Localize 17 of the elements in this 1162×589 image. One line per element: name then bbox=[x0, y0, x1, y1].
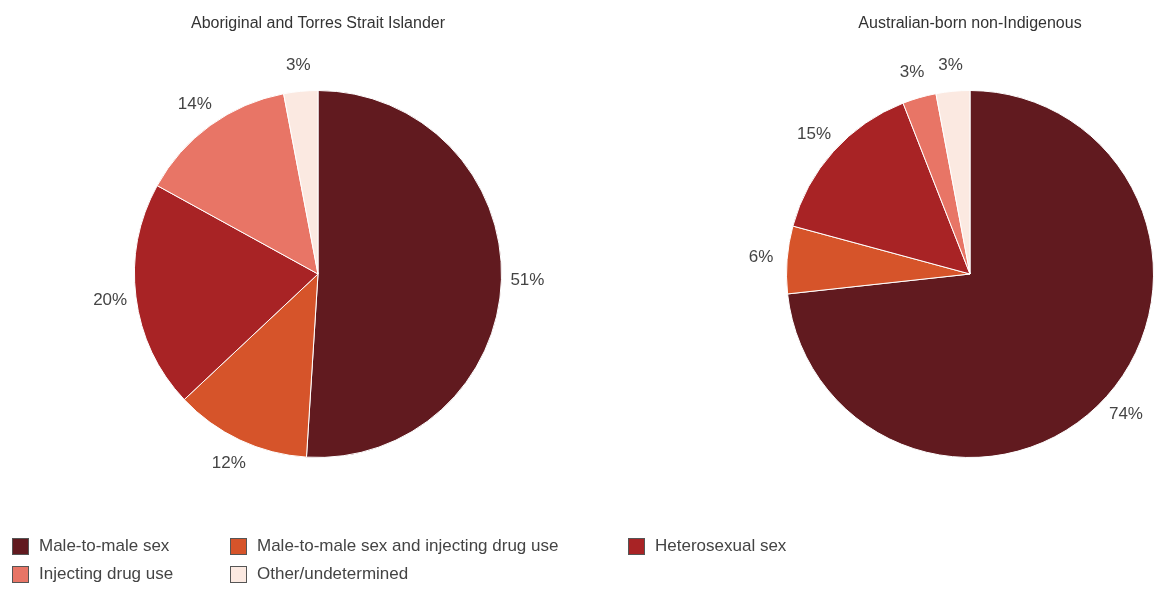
legend-label: Male-to-male sex bbox=[39, 536, 170, 556]
data-label: 3% bbox=[899, 62, 925, 82]
legend-label: Other/undetermined bbox=[257, 564, 409, 584]
data-label: 14% bbox=[177, 94, 212, 114]
data-label: 12% bbox=[211, 453, 246, 473]
data-label: 15% bbox=[797, 123, 832, 143]
data-label: 74% bbox=[1108, 403, 1143, 423]
data-label: 20% bbox=[93, 289, 128, 309]
legend-label: Injecting drug use bbox=[39, 564, 174, 584]
chart-title: Aboriginal and Torres Strait Islander bbox=[190, 14, 446, 32]
data-label: 3% bbox=[938, 55, 963, 75]
data-label: 6% bbox=[748, 247, 774, 267]
legend-label: Male-to-male sex and injecting drug use bbox=[257, 536, 559, 556]
data-label: 51% bbox=[510, 270, 545, 290]
data-label: 3% bbox=[286, 55, 311, 75]
legend-label: Heterosexual sex bbox=[655, 536, 787, 556]
chart-title: Australian-born non-Indigenous bbox=[858, 14, 1082, 32]
